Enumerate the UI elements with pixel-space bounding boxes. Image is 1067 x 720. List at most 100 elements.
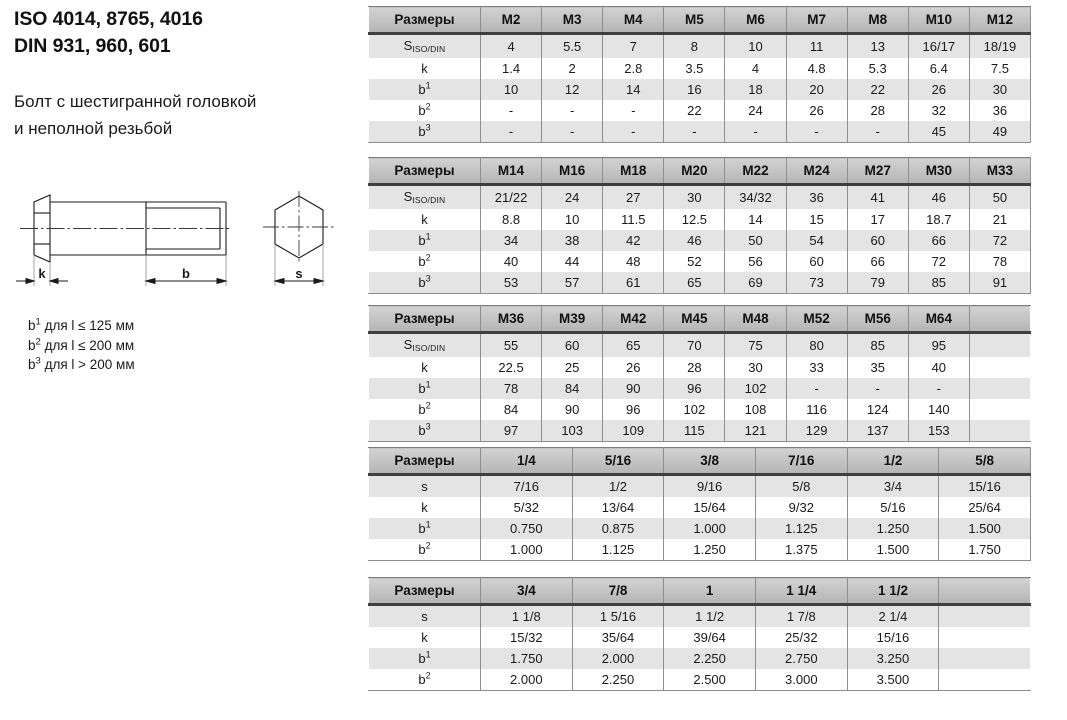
cell-value: 18/19 (968, 33, 1031, 58)
cell-value: 84 (479, 399, 543, 420)
cell-value: 60 (785, 251, 848, 272)
footnotes: b1 для l ≤ 125 мм b2 для l ≤ 200 мм b3 для… (28, 316, 328, 375)
cell-value: 3/4 (846, 474, 940, 497)
cell-value: - (541, 100, 604, 121)
cell-value: 33 (785, 357, 848, 378)
column-header-M30: M30 (907, 157, 970, 186)
table-row: k 1.4 2 2.8 3.5 4 4.8 5.3 6.4 7.5 (368, 58, 1031, 79)
column-header-M48: M48 (724, 305, 787, 334)
cell-value: 3.250 (846, 648, 940, 669)
table-row: s 7/16 1/2 9/16 5/8 3/4 15/16 (368, 474, 1031, 497)
row-label-b1: b1 (368, 79, 481, 100)
column-header-M64: M64 (907, 305, 970, 334)
cell-value (938, 627, 1031, 648)
cell-value: 1.125 (571, 539, 665, 561)
cell-value: - (479, 100, 543, 121)
cell-value: 78 (479, 378, 543, 399)
cell-value: 95 (907, 332, 970, 357)
cell-value: 2.000 (480, 669, 573, 691)
row-label-k: k (368, 497, 481, 518)
cell-value (938, 648, 1031, 669)
cell-value: 84 (541, 378, 604, 399)
cell-value: - (724, 121, 787, 143)
cell-value: 26 (602, 357, 665, 378)
cell-value: 102 (663, 399, 726, 420)
cell-value: 42 (602, 230, 665, 251)
column-header-1: 1 (663, 577, 756, 606)
cell-value: 75 (724, 332, 787, 357)
cell-value: 115 (663, 420, 726, 442)
cell-value: 69 (724, 272, 787, 294)
table-header-row: Размеры 3/4 7/8 1 1 1/4 1 1/2 (368, 577, 1031, 606)
row-label-b1: b1 (368, 648, 481, 669)
dimension-label-k: k (38, 266, 46, 281)
cell-value: 50 (968, 184, 1031, 209)
cell-value: 121 (724, 420, 787, 442)
column-header-blank (938, 577, 1031, 606)
cell-value: 1.375 (754, 539, 848, 561)
spec-table-metric-3: Размеры M36 M39 M42 M45 M48 M52 M56 M64 SISO/DIN 5… (368, 305, 1031, 442)
column-header-1-2: 1/2 (846, 447, 940, 476)
cell-value: 85 (846, 332, 909, 357)
cell-value: 2 (541, 58, 604, 79)
row-label-k: k (368, 627, 481, 648)
cell-value: 1 7/8 (754, 604, 848, 627)
title-line-iso: ISO 4014, 8765, 4016 (14, 8, 203, 30)
cell-value: 2.750 (754, 648, 848, 669)
column-header-M56: M56 (846, 305, 909, 334)
row-label-b3: b3 (368, 420, 481, 442)
cell-value: 20 (785, 79, 848, 100)
cell-value: - (907, 378, 970, 399)
row-label-b1: b1 (368, 378, 481, 399)
cell-value: 28 (846, 100, 909, 121)
column-header-M7: M7 (785, 6, 848, 35)
cell-value: 129 (785, 420, 848, 442)
cell-value: 34 (479, 230, 543, 251)
cell-value: - (785, 121, 848, 143)
cell-value (938, 669, 1031, 691)
cell-value (938, 604, 1031, 627)
cell-value: 27 (602, 184, 665, 209)
cell-value: 40 (479, 251, 543, 272)
column-header-3-4: 3/4 (480, 577, 573, 606)
row-label-b2: b2 (368, 669, 481, 691)
column-header-M5: M5 (663, 6, 726, 35)
cell-value: 55 (479, 332, 543, 357)
cell-value: 1.750 (480, 648, 573, 669)
cell-value: 96 (663, 378, 726, 399)
bolt-technical-drawing: k b (14, 186, 354, 296)
cell-value: 2.500 (663, 669, 756, 691)
cell-value: 96 (602, 399, 665, 420)
cell-value: 30 (663, 184, 726, 209)
left-info-panel: ISO 4014, 8765, 4016 DIN 931, 960, 601 Б… (14, 0, 364, 720)
row-label-s: s (368, 474, 481, 497)
cell-value: 3.500 (846, 669, 940, 691)
spec-table-metric-2: Размеры M14 M16 M18 M20 M22 M24 M27 M30 M33 SISO/D… (368, 157, 1031, 294)
table-header-row: Размеры M36 M39 M42 M45 M48 M52 M56 M64 (368, 305, 1031, 334)
column-header-7-8: 7/8 (571, 577, 665, 606)
cell-value: 15/16 (938, 474, 1031, 497)
cell-value: 73 (785, 272, 848, 294)
column-header-dimensions: Размеры (368, 577, 481, 606)
column-header-M52: M52 (785, 305, 848, 334)
cell-value: 30 (968, 79, 1031, 100)
column-header-dimensions: Размеры (368, 305, 481, 334)
row-label-b1: b1 (368, 518, 481, 539)
column-header-M45: M45 (663, 305, 726, 334)
row-label-k: k (368, 209, 481, 230)
cell-value: 72 (907, 251, 970, 272)
cell-value: 2.8 (602, 58, 665, 79)
table-header-row: Размеры M14 M16 M18 M20 M22 M24 M27 M30 M33 (368, 157, 1031, 186)
cell-value: 13 (846, 33, 909, 58)
cell-value: 5/32 (480, 497, 573, 518)
table-row: k 5/32 13/64 15/64 9/32 5/16 25/64 (368, 497, 1031, 518)
cell-value: 109 (602, 420, 665, 442)
cell-value: 4 (724, 58, 787, 79)
subtitle-line-2: и неполной резьбой (14, 119, 173, 138)
table-row: b1 0.750 0.875 1.000 1.125 1.250 1.500 (368, 518, 1031, 539)
cell-value (968, 357, 1031, 378)
subtitle-line-1: Болт с шестигранной головкой (14, 92, 257, 111)
spec-table-metric-1: Размеры M2 M3 M4 M5 M6 M7 M8 M10 M12 SISO/DIN 4 5.5 7… (368, 6, 1031, 143)
cell-value: 4 (479, 33, 543, 58)
